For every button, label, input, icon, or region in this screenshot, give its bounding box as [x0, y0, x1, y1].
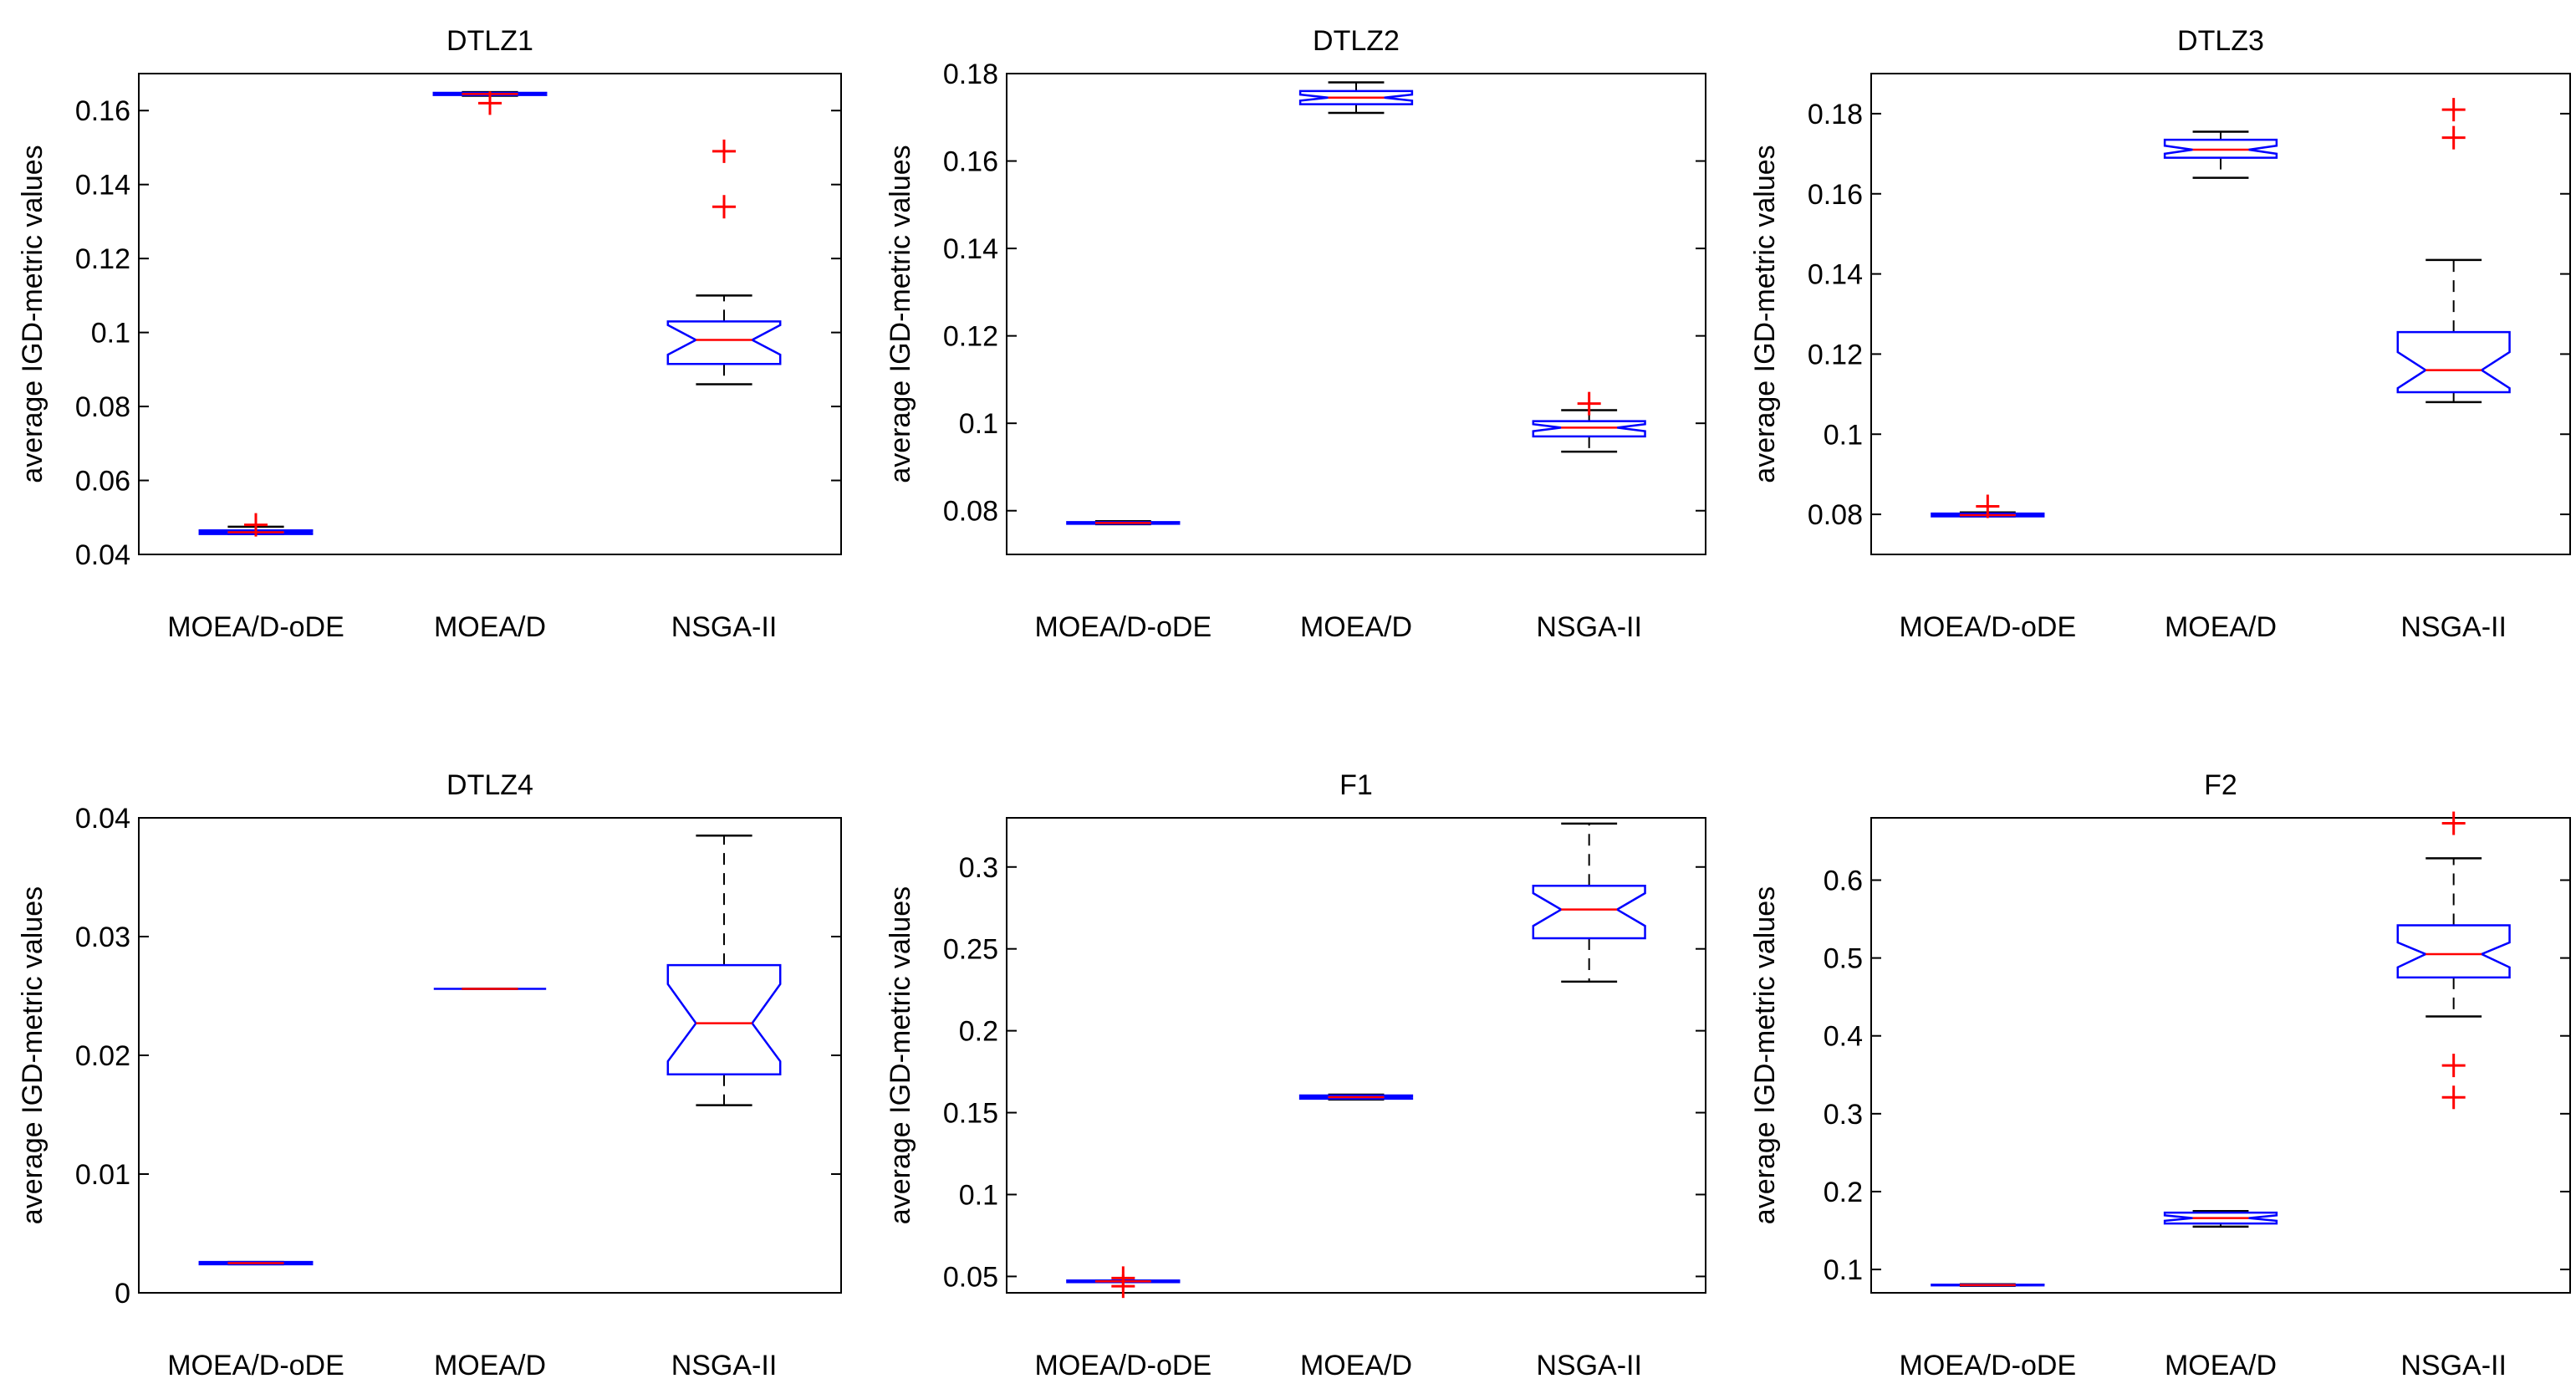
y-tick-label: 0.1: [1824, 419, 1863, 451]
y-axis-label: average IGD-metric values: [17, 145, 48, 483]
y-tick-label: 0.2: [959, 1016, 998, 1048]
box: [2396, 330, 2511, 394]
box: [432, 91, 548, 96]
y-tick-label: 0.08: [1808, 499, 1863, 531]
y-tick-label: 0.1: [91, 318, 130, 350]
box: [2163, 138, 2278, 159]
y-tick-label: 0.16: [943, 146, 998, 178]
y-tick-label: 0.14: [943, 233, 998, 265]
y-tick-label: 0.12: [1808, 339, 1863, 370]
x-tick-label: MOEA/D-oDE: [1035, 1350, 1212, 1381]
x-tick-label: NSGA-II: [1536, 611, 1642, 643]
y-axis-label: average IGD-metric values: [885, 886, 916, 1224]
y-tick-label: 0.14: [1808, 259, 1863, 291]
y-tick-label: 0: [115, 1278, 130, 1310]
y-tick-label: 0.16: [75, 95, 130, 127]
box: [1532, 420, 1646, 438]
y-tick-label: 0.18: [943, 59, 998, 90]
x-tick-label: MOEA/D: [1300, 1350, 1412, 1381]
y-tick-label: 0.16: [1808, 179, 1863, 211]
y-axis-label: average IGD-metric values: [1749, 886, 1781, 1224]
x-tick-label: NSGA-II: [671, 1350, 778, 1381]
chart-panel-0: DTLZ1 average IGD-metric values 0.04 0.06 0.…: [17, 25, 842, 643]
chart-title: DTLZ2: [1313, 25, 1400, 57]
y-tick-label: 0.15: [943, 1098, 998, 1130]
axes-frame: [1870, 73, 2571, 555]
chart-panel-4: F1 average IGD-metric values 0.05 0.1 0.15 0.…: [885, 769, 1706, 1381]
x-tick-label: MOEA/D: [434, 611, 546, 643]
box: [2396, 924, 2511, 979]
box: [198, 529, 314, 535]
y-tick-label: 0.18: [1808, 99, 1863, 130]
chart-title: DTLZ3: [2177, 25, 2264, 57]
y-tick-label: 0.12: [943, 321, 998, 353]
x-tick-label: MOEA/D-oDE: [1900, 1350, 2077, 1381]
y-tick-label: 0.04: [75, 803, 130, 835]
x-tick-label: MOEA/D: [1300, 611, 1412, 643]
x-tick-label: MOEA/D-oDE: [167, 1350, 344, 1381]
axes-frame: [1006, 73, 1706, 555]
y-tick-label: 0.14: [75, 170, 130, 202]
box: [1931, 512, 2045, 518]
box: [666, 320, 782, 365]
box: [1532, 885, 1646, 940]
y-tick-label: 0.03: [75, 922, 130, 953]
y-tick-label: 0.06: [75, 466, 130, 498]
chart-title: F2: [2204, 769, 2237, 801]
y-axis-label: average IGD-metric values: [1749, 145, 1781, 483]
y-tick-label: 0.02: [75, 1040, 130, 1072]
x-tick-label: MOEA/D-oDE: [167, 611, 344, 643]
chart-panel-3: DTLZ4 average IGD-metric values 0 0.01 0.02 0…: [17, 769, 842, 1381]
chart-title: F1: [1339, 769, 1373, 801]
x-tick-label: NSGA-II: [2400, 611, 2507, 643]
axes-frame: [1870, 817, 2571, 1294]
box: [1298, 1094, 1414, 1100]
y-tick-label: 0.05: [943, 1261, 998, 1293]
box: [1931, 1283, 2045, 1287]
y-tick-label: 0.04: [75, 539, 130, 571]
y-tick-label: 0.08: [943, 496, 998, 528]
chart-title: DTLZ1: [446, 25, 533, 57]
y-tick-label: 0.01: [75, 1159, 130, 1191]
chart-title: DTLZ4: [446, 769, 533, 801]
axes-frame: [138, 817, 842, 1294]
y-tick-label: 0.08: [75, 391, 130, 423]
y-tick-label: 0.3: [959, 852, 998, 884]
x-tick-label: MOEA/D: [2165, 1350, 2277, 1381]
y-tick-label: 0.4: [1824, 1021, 1863, 1053]
x-tick-label: NSGA-II: [671, 611, 778, 643]
box: [1066, 521, 1181, 525]
box: [1066, 1279, 1181, 1284]
chart-panel-1: DTLZ2 average IGD-metric values 0.08 0.1 0.1…: [885, 25, 1706, 643]
y-tick-label: 0.2: [1824, 1177, 1863, 1208]
x-tick-label: MOEA/D-oDE: [1900, 611, 2077, 643]
y-tick-label: 0.1: [1824, 1254, 1863, 1286]
chart-panel-2: DTLZ3 average IGD-metric values 0.08 0.1 0.1…: [1749, 25, 2571, 643]
box: [666, 963, 782, 1075]
y-tick-label: 0.3: [1824, 1099, 1863, 1131]
box: [1298, 89, 1414, 105]
box: [2163, 1211, 2278, 1225]
y-axis-label: average IGD-metric values: [885, 145, 916, 483]
y-tick-label: 0.5: [1824, 943, 1863, 975]
x-tick-label: NSGA-II: [2400, 1350, 2507, 1381]
box: [198, 1260, 314, 1266]
x-tick-label: MOEA/D-oDE: [1035, 611, 1212, 643]
y-tick-label: 0.6: [1824, 865, 1863, 896]
y-tick-label: 0.1: [959, 1179, 998, 1211]
axes-frame: [1006, 817, 1706, 1294]
x-tick-label: NSGA-II: [1536, 1350, 1642, 1381]
y-tick-label: 0.12: [75, 243, 130, 275]
x-tick-label: MOEA/D: [434, 1350, 546, 1381]
y-tick-label: 0.25: [943, 934, 998, 966]
axes-frame: [138, 73, 842, 555]
y-axis-label: average IGD-metric values: [17, 886, 48, 1224]
x-tick-label: MOEA/D: [2165, 611, 2277, 643]
chart-panel-5: F2 average IGD-metric values 0.1 0.2 0.3 0.4 0…: [1749, 769, 2571, 1381]
y-tick-label: 0.1: [959, 408, 998, 440]
